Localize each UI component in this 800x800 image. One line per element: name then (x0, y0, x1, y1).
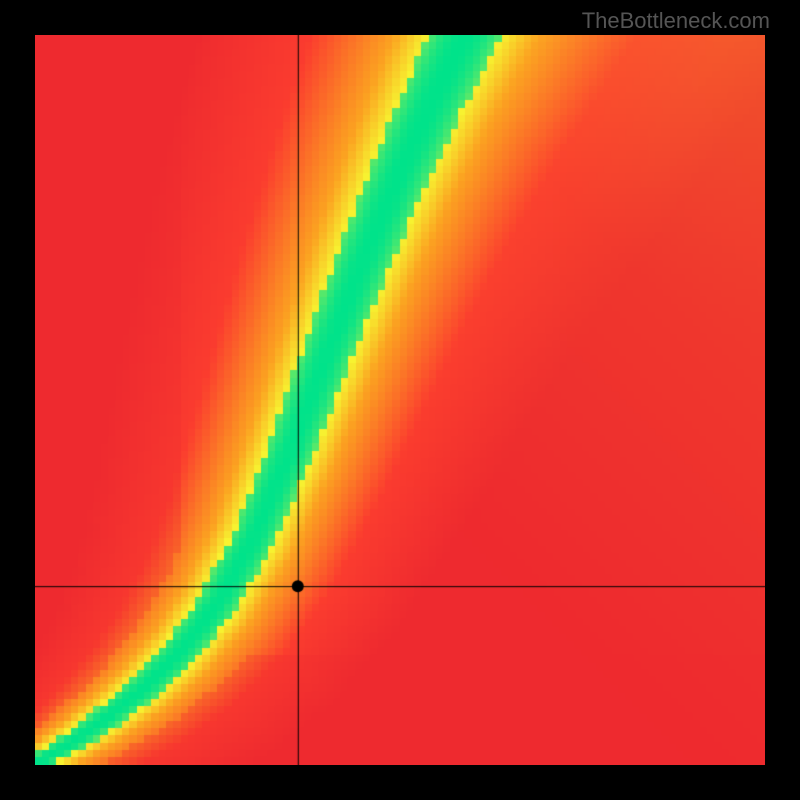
bottleneck-heatmap (35, 35, 765, 765)
watermark-text: TheBottleneck.com (582, 8, 770, 34)
heatmap-canvas (35, 35, 765, 765)
